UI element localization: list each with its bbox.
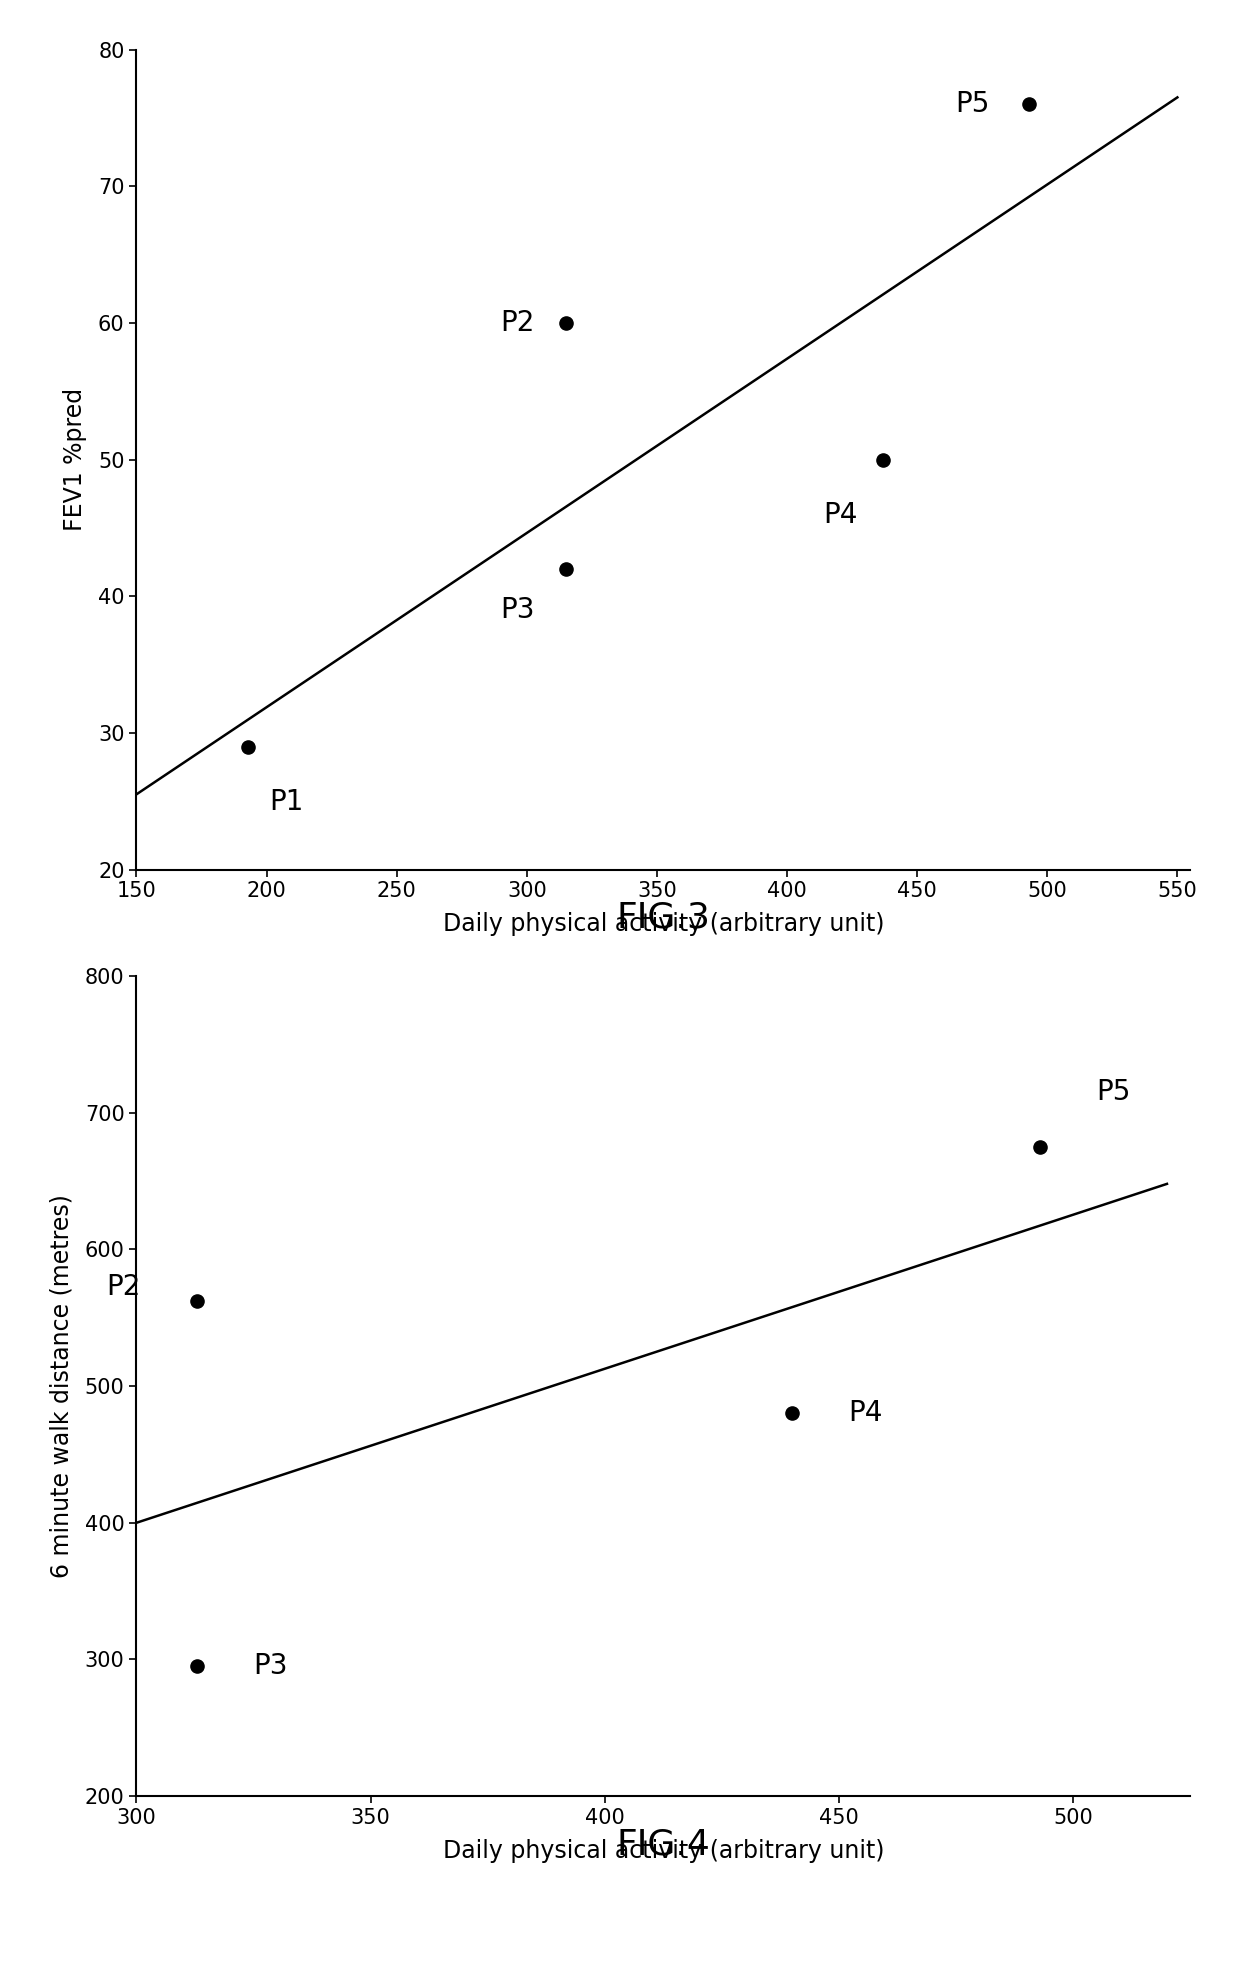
Text: P4: P4 [823, 501, 857, 529]
Text: P5: P5 [1096, 1078, 1131, 1106]
Point [238, 731, 258, 763]
Text: P3: P3 [500, 597, 534, 624]
Y-axis label: 6 minute walk distance (metres): 6 minute walk distance (metres) [50, 1195, 73, 1578]
Point [1019, 89, 1039, 121]
Y-axis label: FEV1 %pred: FEV1 %pred [63, 388, 87, 531]
Text: P1: P1 [269, 787, 304, 815]
Text: P5: P5 [956, 91, 990, 119]
Text: FIG.4: FIG.4 [616, 1827, 711, 1861]
Text: P4: P4 [848, 1399, 883, 1427]
Text: P2: P2 [107, 1272, 141, 1302]
Point [556, 307, 575, 339]
X-axis label: Daily physical activity (arbitrary unit): Daily physical activity (arbitrary unit) [443, 912, 884, 936]
Point [1030, 1132, 1050, 1163]
Text: P3: P3 [253, 1653, 288, 1681]
Point [782, 1397, 802, 1429]
Point [187, 1286, 207, 1318]
Point [873, 444, 893, 476]
Text: FIG.3: FIG.3 [616, 900, 711, 934]
Point [187, 1651, 207, 1683]
X-axis label: Daily physical activity (arbitrary unit): Daily physical activity (arbitrary unit) [443, 1839, 884, 1863]
Point [556, 553, 575, 585]
Text: P2: P2 [500, 309, 534, 337]
